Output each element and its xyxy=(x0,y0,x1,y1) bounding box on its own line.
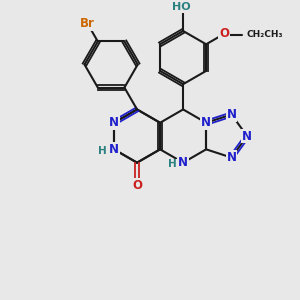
Text: N: N xyxy=(178,156,188,169)
Text: N: N xyxy=(226,151,236,164)
Text: N: N xyxy=(201,116,211,129)
Text: N: N xyxy=(109,116,119,129)
Text: H: H xyxy=(168,159,177,169)
Text: Br: Br xyxy=(80,17,95,30)
Text: N: N xyxy=(109,143,119,156)
Text: N: N xyxy=(226,108,236,121)
Text: O: O xyxy=(132,179,142,192)
Text: N: N xyxy=(242,130,252,142)
Text: O: O xyxy=(219,27,229,40)
Text: CH₂CH₃: CH₂CH₃ xyxy=(246,30,283,39)
Text: HO: HO xyxy=(172,2,191,12)
Text: H: H xyxy=(98,146,107,156)
